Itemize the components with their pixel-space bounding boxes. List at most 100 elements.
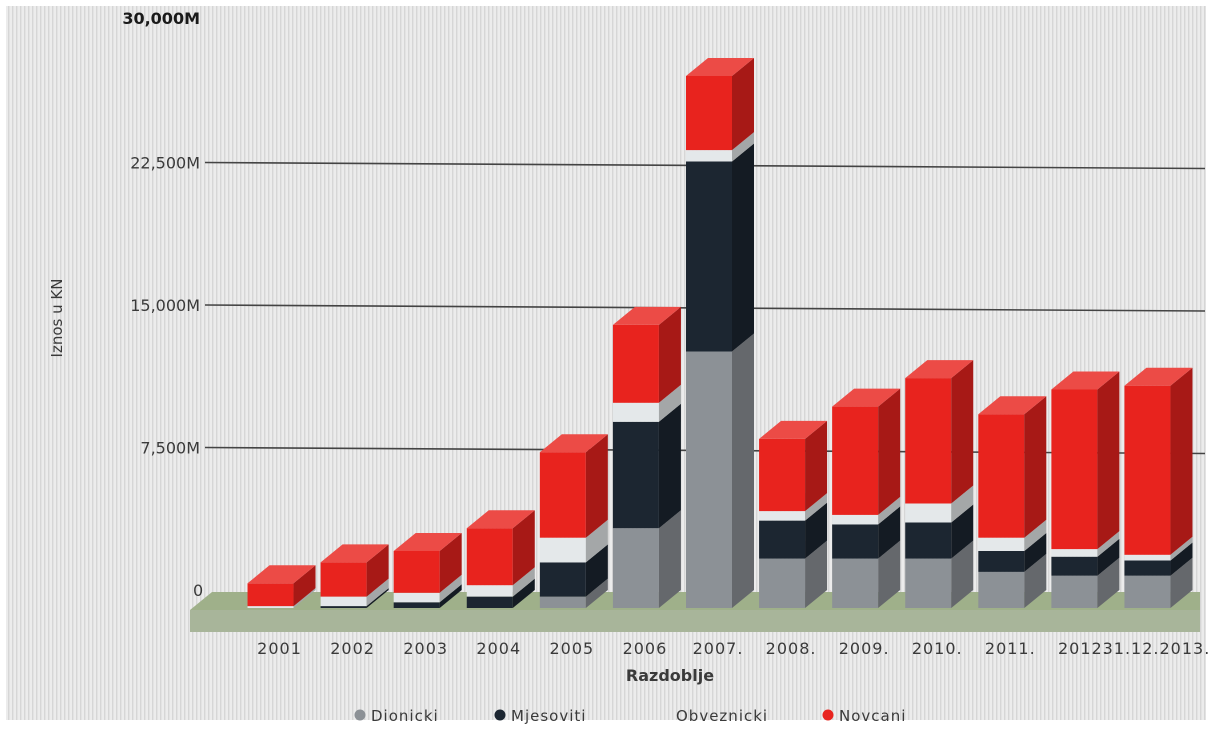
bar-segment-obveznicki[interactable] xyxy=(466,567,535,597)
bar-segment-mjesoviti[interactable] xyxy=(393,584,462,608)
bar-segment-obveznicki[interactable] xyxy=(612,384,681,422)
bar-top xyxy=(686,58,754,76)
bar-side xyxy=(1170,542,1193,576)
bar-front xyxy=(1051,575,1098,608)
bar-side xyxy=(732,132,754,162)
bar-segment-mjesoviti[interactable] xyxy=(466,578,535,608)
bar-segment-novcani[interactable] xyxy=(247,565,316,607)
bar-front xyxy=(832,524,879,559)
bar-segment-mjesoviti[interactable] xyxy=(686,143,754,352)
bar-segment-dionicki[interactable] xyxy=(905,540,974,608)
bar-segment-dionicki[interactable] xyxy=(759,540,828,608)
bar-segment-dionicki[interactable] xyxy=(612,510,681,608)
bar-front xyxy=(393,592,440,603)
bar-segment-obveznicki[interactable] xyxy=(832,496,901,525)
bar-segment-dionicki[interactable] xyxy=(686,333,754,609)
bar-segment-novcani[interactable] xyxy=(905,360,974,504)
legend-item[interactable]: Dionicki xyxy=(354,707,439,725)
bar-front xyxy=(1051,549,1098,557)
bar-side xyxy=(732,333,754,608)
bar-segment-novcani[interactable] xyxy=(1051,371,1120,550)
legend-item[interactable]: Mjesoviti xyxy=(494,707,587,725)
bar-segment-obveznicki[interactable] xyxy=(393,574,462,603)
bar-segment-dionicki[interactable] xyxy=(1124,557,1193,608)
bar-segment-mjesoviti[interactable] xyxy=(1051,538,1120,576)
bar-segment-dionicki[interactable] xyxy=(539,578,608,608)
bar-segment-novcani[interactable] xyxy=(686,58,754,151)
bar-front xyxy=(247,606,294,608)
bar-segment-mjesoviti[interactable] xyxy=(539,544,608,597)
y-tick-label: 15,000M xyxy=(130,296,200,315)
bar-side xyxy=(878,388,901,515)
bar-front xyxy=(466,585,513,597)
bar-front xyxy=(393,551,440,593)
bar-top xyxy=(978,396,1047,415)
bar-segment-mjesoviti[interactable] xyxy=(978,533,1047,572)
bar-front xyxy=(686,150,732,162)
bar-side xyxy=(878,496,901,525)
bar-segment-novcani[interactable] xyxy=(466,510,535,586)
bar-top xyxy=(1124,367,1193,386)
bar-segment-obveznicki[interactable] xyxy=(978,519,1047,551)
y-tick-label: 0 xyxy=(193,581,203,600)
bar-segment-novcani[interactable] xyxy=(759,420,828,512)
x-tick-label: 2003 xyxy=(403,639,448,658)
bar-front xyxy=(759,520,806,559)
bar-side xyxy=(1097,531,1120,557)
x-tick-label: 2010. xyxy=(912,639,963,658)
bar-front xyxy=(759,438,806,512)
bar-top xyxy=(1051,371,1120,390)
x-tick-label: 2006 xyxy=(623,639,668,658)
bar-side xyxy=(1170,367,1193,555)
bar-side xyxy=(1097,557,1120,608)
bar-segment-mjesoviti[interactable] xyxy=(905,504,974,559)
bar-segment-obveznicki[interactable] xyxy=(320,578,389,607)
legend-item[interactable]: Obveznicki xyxy=(676,707,768,725)
bar-side xyxy=(951,504,974,559)
bar-segment-dionicki[interactable] xyxy=(978,553,1047,608)
bar-side xyxy=(1024,553,1047,608)
bar-segment-novcani[interactable] xyxy=(978,396,1047,538)
bar-top xyxy=(612,306,681,325)
bar-front xyxy=(905,503,952,523)
bar-segment-novcani[interactable] xyxy=(320,544,389,597)
bar-segment-obveznicki[interactable] xyxy=(1051,531,1120,557)
bar-segment-mjesoviti[interactable] xyxy=(1124,542,1193,576)
bar-front xyxy=(978,571,1025,608)
bar-segment-obveznicki[interactable] xyxy=(1124,536,1193,561)
bar-segment-obveznicki[interactable] xyxy=(539,519,608,563)
x-tick-label: 2007. xyxy=(693,639,744,658)
bar-segment-obveznicki[interactable] xyxy=(686,132,754,162)
bar-side xyxy=(658,403,681,529)
bar-front xyxy=(686,351,732,608)
legend-item[interactable]: Novcani xyxy=(822,707,907,725)
bar-segment-mjesoviti[interactable] xyxy=(320,588,389,608)
bar-segment-novcani[interactable] xyxy=(1124,367,1193,555)
legend-marker xyxy=(494,709,506,721)
bar-side xyxy=(512,510,535,586)
bar-front xyxy=(978,414,1025,538)
x-tick-label: 2005 xyxy=(549,639,594,658)
bar-side xyxy=(658,384,681,422)
bar-top xyxy=(905,360,974,379)
bar-segment-dionicki[interactable] xyxy=(1051,557,1120,608)
bar-segment-novcani[interactable] xyxy=(832,388,901,515)
y-tick-label: 22,500M xyxy=(130,154,200,173)
bar-segment-novcani[interactable] xyxy=(393,533,462,593)
bar-side xyxy=(658,510,681,608)
bar-side xyxy=(732,143,754,352)
bar-side xyxy=(1097,538,1120,576)
bar-segment-obveznicki[interactable] xyxy=(905,485,974,523)
bar-segment-mjesoviti[interactable] xyxy=(612,403,681,529)
bar-front xyxy=(832,558,879,608)
bar-front xyxy=(832,406,879,515)
bar-segment-novcani[interactable] xyxy=(539,434,608,538)
bar-segment-novcani[interactable] xyxy=(612,306,681,403)
bar-front xyxy=(1124,575,1171,608)
bar-segment-dionicki[interactable] xyxy=(832,540,901,608)
bar-segment-mjesoviti[interactable] xyxy=(759,502,828,559)
bar-segment-obveznicki[interactable] xyxy=(247,588,316,608)
bar-front xyxy=(539,452,586,538)
bar-segment-mjesoviti[interactable] xyxy=(832,506,901,559)
bar-segment-obveznicki[interactable] xyxy=(759,493,828,521)
